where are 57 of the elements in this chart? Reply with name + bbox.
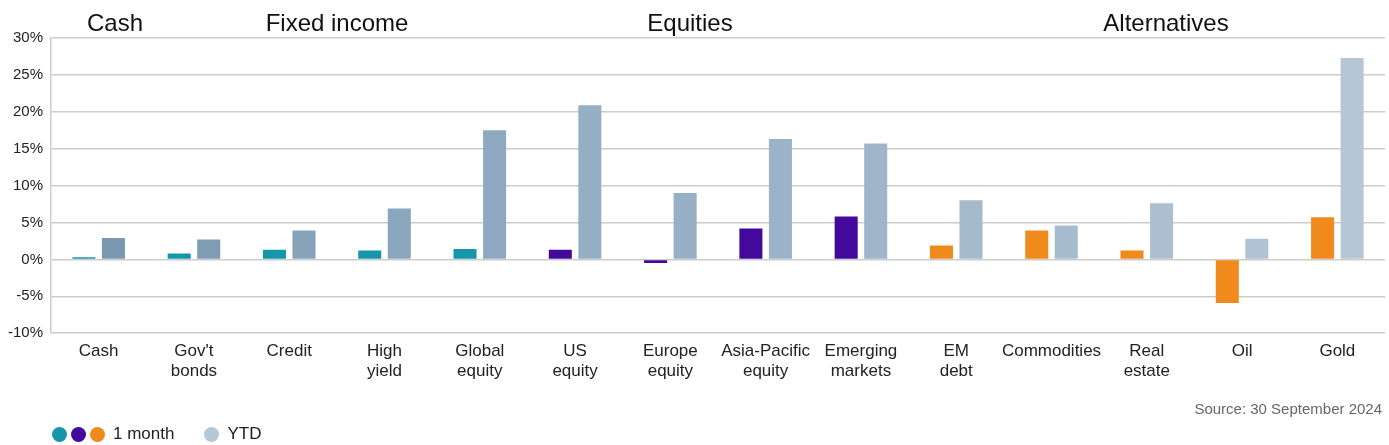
bar (644, 260, 668, 264)
bar (453, 249, 477, 259)
bar (1150, 203, 1174, 259)
bar (929, 245, 953, 259)
x-tick-label: Global equity (455, 341, 505, 381)
y-tick-label: 15% (12, 138, 44, 156)
bar (1120, 250, 1144, 259)
bar (959, 200, 983, 259)
source-note: Source: 30 September 2024 (1194, 400, 1382, 418)
bar (1025, 230, 1049, 259)
x-tick-label: Credit (266, 341, 313, 361)
y-tick-label: 30% (12, 28, 44, 46)
y-tick-label: 0% (21, 249, 44, 267)
bar (739, 228, 763, 259)
x-tick-label: US equity (552, 341, 599, 381)
legend-label: 1 month (113, 424, 175, 444)
bar (167, 253, 191, 259)
bar (387, 208, 411, 259)
legend-label: YTD (227, 424, 262, 444)
bar (578, 105, 602, 259)
y-tick-label: 25% (12, 65, 44, 83)
y-tick-label: -5% (16, 286, 44, 304)
text: Fixed income (265, 8, 409, 36)
x-tick-label: EM debt (939, 341, 974, 381)
x-tick-label: Europe equity (642, 341, 698, 381)
x-tick-label: Asia-Pacific equity (721, 341, 811, 381)
x-tick-label: Emerging markets (824, 341, 898, 381)
bar (673, 192, 697, 259)
y-tick-label: 20% (12, 101, 44, 119)
bar (197, 239, 221, 259)
text: Alternatives (1103, 8, 1229, 36)
bar (1215, 260, 1239, 303)
bar (483, 130, 507, 259)
bar (292, 230, 316, 259)
x-tick-label: Commodities (1001, 341, 1102, 361)
x-tick-label: Real estate (1123, 341, 1170, 381)
x-tick-label: Gold (1319, 341, 1356, 361)
x-tick-label: Oil (1231, 341, 1253, 361)
bar (1340, 57, 1364, 259)
bar (548, 249, 572, 259)
bar (834, 216, 858, 259)
bar (864, 143, 888, 259)
y-tick-label: 10% (12, 175, 44, 193)
bar (768, 139, 792, 259)
text: Cash (86, 8, 144, 36)
bar (101, 238, 125, 259)
bar (1054, 225, 1078, 259)
y-tick-label: 5% (21, 212, 44, 230)
y-tick-label: -10% (7, 323, 44, 341)
bar (358, 250, 382, 259)
bar (262, 249, 286, 259)
text: Equities (647, 8, 733, 36)
bar (1245, 238, 1269, 259)
x-tick-label: Cash (78, 341, 119, 361)
bar (1311, 217, 1335, 259)
x-tick-label: Gov't bonds (170, 341, 218, 381)
x-tick-label: High yield (367, 341, 402, 381)
